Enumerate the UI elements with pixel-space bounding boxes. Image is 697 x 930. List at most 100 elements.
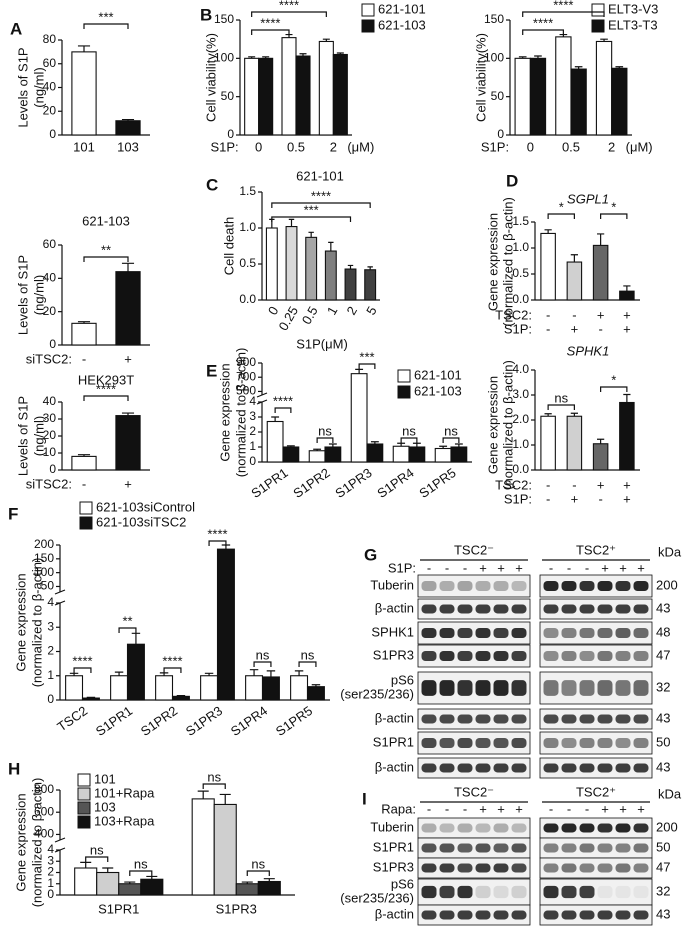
panel-letter: H [8, 759, 20, 778]
row-label: (ser235/236) [340, 686, 414, 701]
y-tick-label: 4 [47, 842, 54, 856]
blot-band [633, 910, 649, 920]
blot-band [439, 627, 455, 639]
significance-bracket [251, 29, 290, 35]
lane-sign: - [463, 560, 467, 575]
lane-sign: + [601, 560, 609, 575]
row-label: pS6 [391, 672, 414, 687]
blot-band [543, 604, 559, 614]
error-bar [367, 266, 373, 270]
kda-label: 200 [656, 577, 678, 592]
blot-band [439, 823, 455, 833]
legend-swatch [79, 516, 93, 530]
panel-letter: C [206, 175, 218, 194]
blot-band [597, 863, 613, 873]
group-label: TSC2⁺ [576, 542, 616, 557]
x-prefix: siTSC2: [26, 351, 72, 366]
significance-label: **** [533, 15, 553, 30]
y-axis-label: (ng/ml) [31, 67, 46, 107]
y-axis-label: Cell viability(%) [473, 33, 488, 122]
error-bar [570, 412, 578, 417]
legend-swatch [591, 19, 605, 33]
y-tick-label: 0.5 [512, 266, 529, 280]
bar [71, 322, 97, 346]
error-bar [623, 285, 631, 292]
bar [200, 675, 219, 701]
error-bar [248, 56, 256, 59]
row-sign: + [623, 307, 631, 322]
y-axis-label: Cell death [221, 217, 236, 276]
blot-band [457, 604, 473, 614]
blot-band [543, 843, 559, 853]
significance-label: ns [444, 423, 458, 438]
error-bar [77, 454, 91, 457]
y-tick-label: 700 [236, 369, 256, 383]
error-bar [544, 229, 552, 234]
lane-sign: + [497, 560, 505, 575]
group-label: TSC2⁻ [454, 784, 494, 799]
panel-letter: G [364, 545, 377, 564]
blot-band [421, 885, 437, 899]
y-tick-label: 150 [484, 12, 504, 26]
blot-band [457, 737, 473, 749]
blot-band [633, 763, 649, 773]
y-tick-label: 50 [491, 89, 505, 103]
lane-sign: - [567, 801, 571, 816]
bar [235, 883, 259, 896]
lane-sign: + [637, 560, 645, 575]
y-tick-label: 1.5 [239, 184, 256, 198]
y-tick-label: 900 [236, 355, 256, 369]
blot-band [457, 763, 473, 773]
blot-band [597, 763, 613, 773]
row-label: S1P: [504, 491, 532, 506]
chart-title: 621-103 [82, 213, 130, 228]
x-tick-label: S1PR5 [273, 703, 315, 739]
lane-sign: + [637, 801, 645, 816]
significance-bracket [246, 870, 270, 876]
significance-bracket [129, 870, 153, 876]
significance-label: **** [273, 393, 293, 408]
blot-band [633, 863, 649, 873]
lane-sign: + [479, 560, 487, 575]
x-tick-label: 103 [117, 139, 139, 154]
significance-bracket [600, 386, 628, 392]
blot-frame [539, 757, 653, 779]
y-tick-label: 150 [214, 12, 234, 26]
error-bar [204, 672, 214, 676]
y-tick-label: 1.5 [512, 214, 529, 228]
blot-band [475, 843, 491, 853]
blot-band [439, 604, 455, 614]
treatment-label: Rapa: [381, 801, 416, 816]
error-bar [77, 45, 91, 52]
blot-band [615, 650, 631, 662]
y-tick-label: 0 [49, 337, 56, 351]
error-bar [597, 438, 605, 444]
legend-label: 103 [94, 799, 116, 814]
blot-band [597, 580, 613, 592]
bar [290, 675, 309, 701]
blot-band [475, 885, 491, 899]
legend-swatch [397, 385, 411, 399]
y-tick-label: 2.0 [512, 412, 529, 426]
legend-label: 621-103siTSC2 [96, 514, 186, 529]
error-bar [114, 671, 124, 676]
blot-band [493, 823, 509, 833]
blot-band [561, 604, 577, 614]
lane-sign: - [585, 560, 589, 575]
y-tick-label: 0.0 [512, 462, 529, 476]
y-tick-label: 40 [43, 80, 57, 94]
error-bar [121, 412, 135, 416]
lane-sign: - [585, 801, 589, 816]
chart-title: 621-101 [296, 168, 344, 183]
significance-label: **** [553, 0, 573, 12]
x-tick-label: 0.25 [275, 304, 301, 333]
blot-band [511, 580, 527, 592]
error-bar [574, 66, 583, 70]
blot-band [511, 604, 527, 614]
x-tick-label: S1PR3 [216, 901, 257, 916]
kda-label: 43 [656, 600, 670, 615]
error-bar [262, 56, 270, 59]
blot-band [615, 604, 631, 614]
y-axis-label: (normalized to β-actin) [500, 360, 515, 490]
y-axis-label: (normalized to β-actin) [29, 558, 44, 688]
